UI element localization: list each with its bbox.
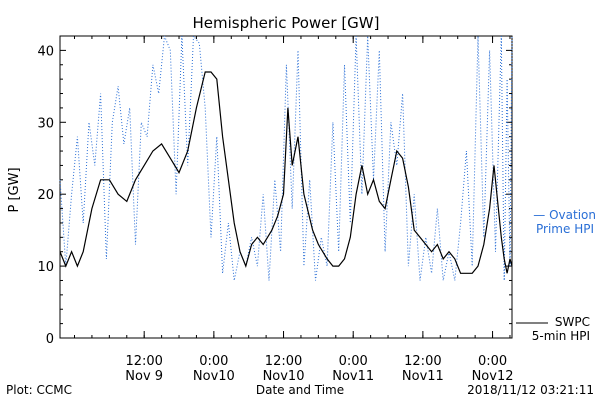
x-tick-label-date: Nov11 — [402, 369, 444, 384]
legend-swpc-line2: 5-min HPI — [532, 329, 590, 343]
x-tick-label-time: 12:00 — [125, 354, 162, 369]
x-tick-label-date: Nov11 — [332, 369, 374, 384]
x-tick-label-time: 12:00 — [265, 354, 302, 369]
x-tick-label-time: 0:00 — [339, 354, 368, 369]
plot-timestamp: 2018/11/12 03:21:11 — [467, 383, 594, 397]
x-tick-label-date: Nov 9 — [125, 369, 163, 384]
x-tick-label-date: Nov12 — [472, 369, 514, 384]
legend-ovation-line2: Prime HPI — [536, 222, 594, 236]
chart-title: Hemispheric Power [GW] — [193, 14, 380, 32]
ovation-prime-series-line — [59, 34, 513, 281]
y-axis-ticks: 0 10 20 30 40 — [37, 35, 512, 347]
x-tick-label-date: Nov10 — [193, 369, 235, 384]
y-tick-label: 0 — [46, 332, 54, 347]
y-tick-label: 10 — [37, 260, 54, 275]
x-tick-label-time: 0:00 — [478, 354, 507, 369]
series-layer — [59, 34, 513, 281]
y-axis-label: P [GW] — [7, 167, 22, 212]
legend-swpc-line1: SWPC — [555, 315, 590, 329]
legend-ovation-line1: — Ovation — [533, 208, 596, 222]
x-tick-label-time: 0:00 — [199, 354, 228, 369]
plot-frame — [59, 35, 513, 339]
x-tick-label-time: 12:00 — [404, 354, 441, 369]
x-axis-label: Date and Time — [256, 383, 344, 397]
y-tick-label: 20 — [37, 188, 54, 203]
swpc-series-line — [59, 71, 513, 274]
y-tick-label: 40 — [37, 44, 54, 59]
x-tick-label-date: Nov10 — [263, 369, 305, 384]
y-tick-label: 30 — [37, 116, 54, 131]
plot-credit: Plot: CCMC — [6, 383, 72, 397]
